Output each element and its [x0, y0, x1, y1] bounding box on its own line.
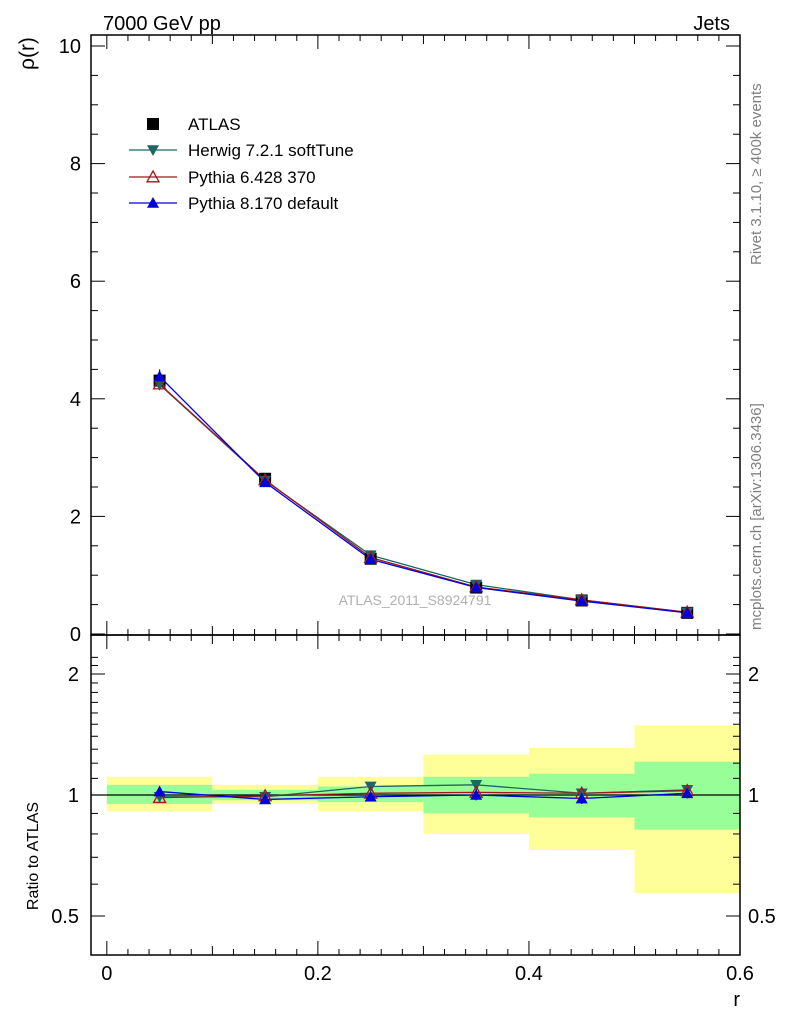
ratio-point	[681, 787, 694, 799]
ratio-y-tick-label-right: 2	[748, 664, 759, 686]
ratio-point	[364, 790, 377, 802]
ratio-point	[153, 785, 166, 797]
top-y-tick-label: 2	[70, 506, 81, 528]
ratio-plot-frame	[90, 634, 741, 956]
legend-marker	[147, 145, 159, 156]
top-plot: 0 2 4 6 8 10	[59, 35, 741, 646]
mcplots-label: mcplots.cern.ch [arXiv:1306.3436]	[748, 403, 765, 630]
data-point	[470, 581, 483, 593]
data-point	[681, 606, 694, 618]
top-y-axis-label: ρ(r)	[16, 37, 39, 70]
legend-label: Herwig 7.2.1 softTune	[188, 141, 354, 160]
legend-label: ATLAS	[188, 115, 241, 134]
top-y-tick-label: 0	[70, 624, 81, 646]
data-point	[364, 553, 377, 565]
ratio-y-tick-label-right: 1	[748, 785, 759, 807]
ratio-line-1	[159, 790, 688, 799]
header-right-label: Jets	[693, 13, 730, 35]
ratio-point	[575, 792, 588, 804]
ratio-point	[152, 790, 167, 804]
x-tick-label: 0.2	[304, 963, 332, 985]
top-y-tick-label: 4	[70, 389, 81, 411]
legend-marker	[147, 197, 159, 208]
x-tick-label: 0	[101, 963, 112, 985]
series-line-3	[159, 375, 688, 614]
data-point	[575, 595, 588, 606]
ratio-point	[470, 789, 483, 800]
legend-marker	[147, 118, 159, 130]
data-point	[259, 476, 272, 488]
ratio-y-tick-label: 2	[68, 664, 79, 686]
x-tick-label: 0.6	[726, 963, 754, 985]
ratio-plot: 0.5 0.5 1 1 2 2 0 0.2 0.4 0.6	[51, 635, 776, 985]
top-y-tick-label: 6	[70, 271, 81, 293]
analysis-watermark: ATLAS_2011_S8924791	[339, 592, 492, 608]
ratio-y-tick-label-right: 0.5	[748, 906, 776, 928]
x-axis-label: r	[733, 989, 740, 1011]
legend: ATLAS Herwig 7.2.1 softTune Pythia 6.428 3…	[129, 115, 354, 213]
data-point	[153, 370, 166, 382]
ratio-y-tick-label: 0.5	[51, 906, 79, 928]
ratio-line-2	[159, 790, 688, 801]
legend-label: Pythia 6.428 370	[188, 168, 316, 187]
rivet-label: Rivet 3.1.10, ≥ 400k events	[748, 83, 765, 265]
series-line-2	[159, 383, 688, 613]
ratio-y-tick-label: 1	[68, 785, 79, 807]
legend-marker	[145, 169, 161, 183]
series-line-1	[159, 384, 688, 613]
legend-label: Pythia 8.170 default	[188, 194, 339, 213]
top-y-tick-label: 10	[59, 36, 81, 58]
ratio-point	[259, 793, 272, 805]
bottom-y-axis-label: Ratio to ATLAS	[25, 802, 42, 910]
x-tick-label: 0.4	[515, 963, 543, 985]
top-y-tick-label: 8	[70, 154, 81, 176]
data-point	[152, 376, 167, 390]
header-left-label: 7000 GeV pp	[103, 13, 221, 35]
